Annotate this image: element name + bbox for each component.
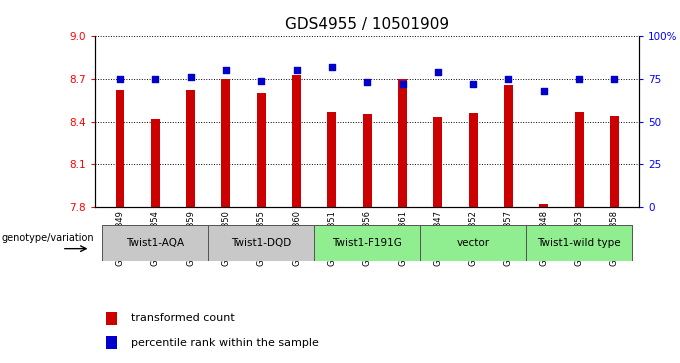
Point [114, 76, 125, 82]
Bar [562, 225, 597, 261]
Bar [610, 116, 619, 207]
Point [539, 88, 549, 94]
Bar [222, 79, 231, 207]
FancyBboxPatch shape [526, 225, 632, 261]
Bar [151, 119, 160, 207]
Bar [456, 225, 491, 261]
Bar [469, 113, 477, 207]
Point [432, 69, 443, 75]
Bar [491, 225, 526, 261]
Bar [420, 225, 456, 261]
Bar [350, 225, 385, 261]
Bar [314, 225, 350, 261]
Bar [186, 90, 195, 207]
Bar [257, 93, 266, 207]
FancyBboxPatch shape [102, 225, 208, 261]
Bar [106, 336, 116, 349]
Text: vector: vector [456, 238, 490, 248]
Bar [106, 312, 116, 325]
Bar [279, 225, 314, 261]
Point [185, 74, 196, 80]
Text: Twist1-AQA: Twist1-AQA [126, 238, 184, 248]
Text: Twist1-wild type: Twist1-wild type [537, 238, 621, 248]
Bar [292, 75, 301, 207]
Point [609, 76, 620, 82]
Text: Twist1-F191G: Twist1-F191G [333, 238, 402, 248]
Bar [328, 112, 337, 207]
Point [256, 78, 267, 83]
Text: transformed count: transformed count [131, 313, 235, 323]
Text: percentile rank within the sample: percentile rank within the sample [131, 338, 318, 347]
Bar [433, 117, 442, 207]
Bar [539, 204, 548, 207]
Bar [116, 90, 124, 207]
Title: GDS4955 / 10501909: GDS4955 / 10501909 [285, 17, 449, 32]
Bar [137, 225, 173, 261]
Bar [575, 112, 583, 207]
FancyBboxPatch shape [208, 225, 314, 261]
Bar [526, 225, 562, 261]
Bar [597, 225, 632, 261]
Bar [102, 225, 137, 261]
Bar [398, 79, 407, 207]
Bar [208, 225, 243, 261]
Point [220, 68, 231, 73]
Text: genotype/variation: genotype/variation [2, 233, 95, 243]
Point [150, 76, 160, 82]
Bar [385, 225, 420, 261]
Text: Twist1-DQD: Twist1-DQD [231, 238, 291, 248]
Bar [363, 114, 371, 207]
Bar [173, 225, 208, 261]
Point [291, 68, 302, 73]
Bar [504, 85, 513, 207]
Point [362, 79, 373, 85]
Point [503, 76, 514, 82]
Point [468, 81, 479, 87]
Bar [243, 225, 279, 261]
FancyBboxPatch shape [420, 225, 526, 261]
FancyBboxPatch shape [314, 225, 420, 261]
Point [326, 64, 337, 70]
Point [574, 76, 585, 82]
Point [397, 81, 408, 87]
